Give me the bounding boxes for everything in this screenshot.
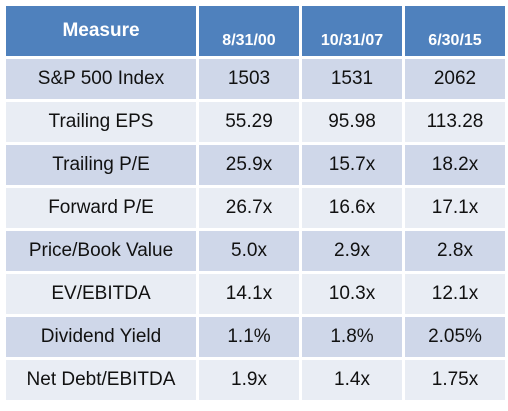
table-row: Trailing EPS 55.29 95.98 113.28 [6, 102, 505, 142]
row-measure-label: Trailing EPS [6, 102, 196, 142]
row-value-2015: 113.28 [405, 102, 505, 142]
row-value-2007: 1531 [302, 59, 402, 99]
row-measure-label: Trailing P/E [6, 145, 196, 185]
table-row: Dividend Yield 1.1% 1.8% 2.05% [6, 317, 505, 357]
table-row: S&P 500 Index 1503 1531 2062 [6, 59, 505, 99]
row-value-2015: 12.1x [405, 274, 505, 314]
row-value-2007: 95.98 [302, 102, 402, 142]
row-value-2000: 1503 [199, 59, 299, 99]
table-row: EV/EBITDA 14.1x 10.3x 12.1x [6, 274, 505, 314]
row-value-2000: 26.7x [199, 188, 299, 228]
row-value-2007: 10.3x [302, 274, 402, 314]
table-header-row: Measure 8/31/00 10/31/07 6/30/15 [6, 6, 505, 56]
header-date-2007: 10/31/07 [302, 6, 402, 56]
row-value-2007: 1.4x [302, 360, 402, 400]
row-value-2000: 1.1% [199, 317, 299, 357]
header-measure: Measure [6, 6, 196, 56]
valuation-table-container: Measure 8/31/00 10/31/07 6/30/15 S&P 500… [3, 3, 505, 407]
row-value-2007: 2.9x [302, 231, 402, 271]
row-value-2015: 2062 [405, 59, 505, 99]
row-value-2000: 25.9x [199, 145, 299, 185]
valuation-table: Measure 8/31/00 10/31/07 6/30/15 S&P 500… [3, 3, 508, 403]
row-value-2015: 18.2x [405, 145, 505, 185]
header-date-2000: 8/31/00 [199, 6, 299, 56]
row-measure-label: Forward P/E [6, 188, 196, 228]
row-measure-label: S&P 500 Index [6, 59, 196, 99]
row-value-2015: 2.8x [405, 231, 505, 271]
table-row: Trailing P/E 25.9x 15.7x 18.2x [6, 145, 505, 185]
row-value-2000: 14.1x [199, 274, 299, 314]
row-measure-label: EV/EBITDA [6, 274, 196, 314]
row-measure-label: Net Debt/EBITDA [6, 360, 196, 400]
table-row: Forward P/E 26.7x 16.6x 17.1x [6, 188, 505, 228]
table-row: Price/Book Value 5.0x 2.9x 2.8x [6, 231, 505, 271]
row-value-2015: 2.05% [405, 317, 505, 357]
row-value-2007: 15.7x [302, 145, 402, 185]
row-measure-label: Price/Book Value [6, 231, 196, 271]
row-value-2007: 1.8% [302, 317, 402, 357]
row-value-2015: 1.75x [405, 360, 505, 400]
row-measure-label: Dividend Yield [6, 317, 196, 357]
header-date-2015: 6/30/15 [405, 6, 505, 56]
table-row: Net Debt/EBITDA 1.9x 1.4x 1.75x [6, 360, 505, 400]
row-value-2000: 1.9x [199, 360, 299, 400]
row-value-2000: 5.0x [199, 231, 299, 271]
row-value-2000: 55.29 [199, 102, 299, 142]
row-value-2015: 17.1x [405, 188, 505, 228]
row-value-2007: 16.6x [302, 188, 402, 228]
